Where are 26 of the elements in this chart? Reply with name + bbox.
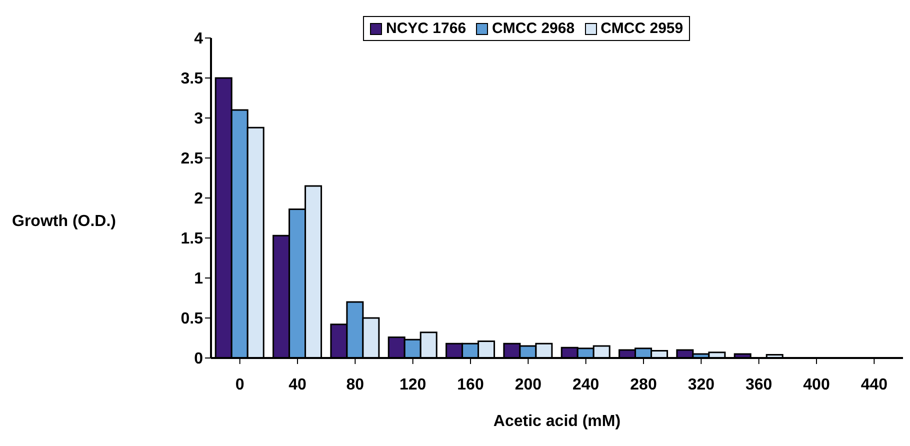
y-tick-label: 1 xyxy=(194,270,204,288)
x-tick-label: 440 xyxy=(860,376,888,394)
x-tick-label: 80 xyxy=(346,376,364,394)
y-tick-label: 0 xyxy=(194,350,204,368)
x-tick-label: 40 xyxy=(288,376,306,394)
legend-label: CMCC 2959 xyxy=(600,20,684,37)
y-tick-label: 3.5 xyxy=(180,70,204,88)
y-tick-label: 4 xyxy=(194,30,204,48)
x-tick-label: 280 xyxy=(630,376,657,394)
x-tick-label: 200 xyxy=(514,376,542,394)
x-tick-label: 400 xyxy=(803,376,830,394)
y-tick-label: 2.5 xyxy=(180,150,204,168)
y-tick-label: 0.5 xyxy=(180,310,204,328)
legend-label: CMCC 2968 xyxy=(491,20,575,37)
y-tick-label: 1.5 xyxy=(180,230,204,248)
x-axis-title: Acetic acid (mM) xyxy=(493,413,621,430)
x-tick-label: 360 xyxy=(745,376,772,394)
y-tick-label: 3 xyxy=(194,110,204,128)
legend-label: NCYC 1766 xyxy=(385,20,466,37)
y-tick-label: 2 xyxy=(194,190,204,208)
x-tick-label: 160 xyxy=(457,376,484,394)
y-axis-title: Growth (O.D.) xyxy=(12,213,116,231)
x-tick-label: 240 xyxy=(572,376,600,394)
x-tick-label: 320 xyxy=(688,376,715,394)
x-tick-label: 0 xyxy=(235,376,244,394)
x-tick-label: 120 xyxy=(399,376,426,394)
